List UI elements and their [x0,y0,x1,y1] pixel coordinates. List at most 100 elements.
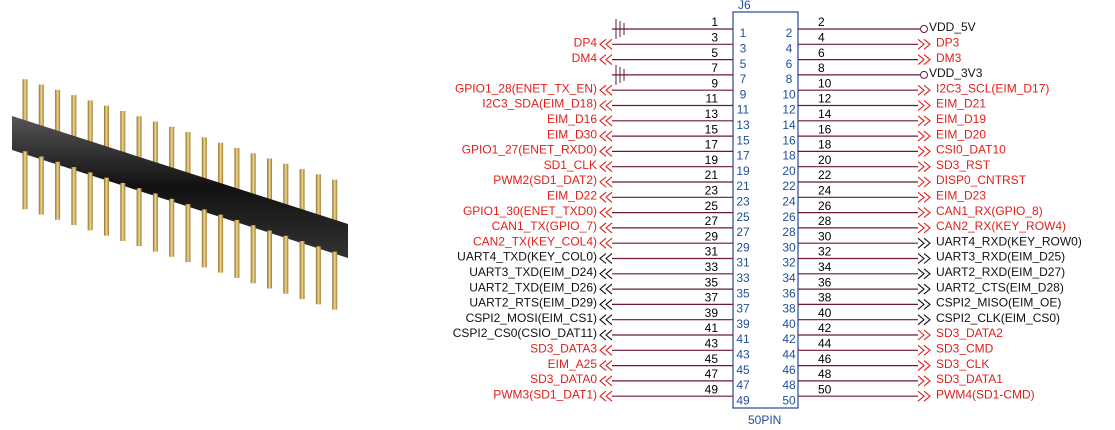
wire-pin-number: 2 [818,15,825,29]
inner-pin-number: 2 [786,26,793,40]
wire-pin-number: 37 [705,291,719,305]
pin-lower [169,199,174,257]
pin-lower [23,151,28,209]
pin-lower [55,162,60,220]
signal-label: DM4 [572,51,598,65]
port-arrow [606,269,612,279]
signal-label: SD3_DATA3 [530,341,597,355]
wire-pin-number: 45 [705,352,719,366]
inner-pin-number: 8 [786,72,793,86]
signal-label: GPIO1_27(ENET_RXD0) [462,143,597,157]
inner-pin-number: 10 [782,87,796,101]
inner-pin-number: 50 [782,393,796,407]
inner-pin-number: 48 [782,378,796,392]
port-arrow [924,85,930,95]
port-arrow [924,116,930,126]
port-arrow [606,376,612,386]
port-arrow [600,116,606,126]
port-arrow [606,299,612,309]
signal-label: UART3_TXD(EIM_D24) [469,265,597,279]
port-arrow [924,192,930,202]
pin-rows: 1133DP455DM47799GPIO1_28(ENET_TX_EN)1111… [453,15,1082,407]
wire-pin-number: 27 [705,214,719,228]
port-arrow [600,284,606,294]
port-arrow [606,192,612,202]
port-arrow [600,299,606,309]
wire-pin-number: 10 [818,76,832,90]
port-arrow [600,101,606,111]
power-symbol [921,26,928,33]
port-arrow [918,238,924,248]
port-arrow [600,376,606,386]
wire-pin-number: 22 [818,168,832,182]
port-arrow [918,330,924,340]
port-arrow [918,85,924,95]
wire-pin-number: 44 [818,336,832,350]
wire-pin-number: 16 [818,122,832,136]
port-arrow [924,223,930,233]
port-arrow [600,208,606,218]
port-arrow [606,238,612,248]
signal-label: UART4_RXD(KEY_ROW0) [936,234,1082,248]
inner-pin-number: 16 [782,133,796,147]
port-arrow [924,162,930,172]
signal-label: UART2_CTS(EIM_D28) [936,280,1064,294]
wire-pin-number: 8 [818,61,825,75]
port-arrow [924,361,930,371]
inner-pin-number: 32 [782,256,796,270]
inner-pin-number: 11 [737,103,750,117]
port-arrow [600,85,606,95]
inner-pin-number: 3 [740,41,747,55]
wire-pin-number: 32 [818,245,832,259]
signal-label: PWM3(SD1_DAT1) [493,387,597,401]
wire-pin-number: 43 [705,336,719,350]
port-arrow [600,330,606,340]
port-arrow [606,131,612,141]
port-arrow [600,391,606,401]
wire-pin-number: 48 [818,367,832,381]
port-arrow [606,177,612,187]
signal-label: DP4 [574,35,598,49]
inner-pin-number: 39 [736,317,750,331]
port-arrow [918,284,924,294]
port-arrow [600,315,606,325]
signal-label: I2C3_SCL(EIM_D17) [936,81,1049,95]
port-arrow [924,284,930,294]
wire-pin-number: 9 [711,76,718,90]
signal-label: EIM_D23 [936,188,986,202]
port-arrow [606,391,612,401]
signal-label: EIM_D30 [547,127,597,141]
port-arrow [606,85,612,95]
inner-pin-number: 18 [782,149,796,163]
inner-pin-number: 27 [736,225,750,239]
wire-pin-number: 28 [818,214,832,228]
wire-pin-number: 38 [818,291,832,305]
inner-pin-number: 13 [736,118,750,132]
port-arrow [924,376,930,386]
port-arrow [924,146,930,156]
signal-label: EIM_D20 [936,127,986,141]
port-arrow [924,55,930,65]
inner-pin-number: 44 [782,347,796,361]
wire-pin-number: 34 [818,260,832,274]
port-arrow [600,223,606,233]
port-arrow [600,192,606,202]
port-arrow [918,361,924,371]
inner-pin-number: 19 [736,164,750,178]
port-arrow [918,177,924,187]
wire-pin-number: 7 [711,61,718,75]
inner-pin-number: 21 [736,179,750,193]
inner-pin-number: 43 [736,347,750,361]
inner-pin-number: 17 [736,149,750,163]
pin-lower [202,209,207,267]
signal-label: I2C3_SDA(EIM_D18) [482,97,597,111]
connector-package: 50PIN [748,413,781,427]
pin-lower [283,236,288,294]
port-arrow [606,101,612,111]
signal-label: PWM4(SD1-CMD) [936,387,1035,401]
port-arrow [918,345,924,355]
wire-pin-number: 18 [818,138,832,152]
port-arrow [918,376,924,386]
pin-lower [332,252,337,310]
signal-label: SD3_DATA2 [936,326,1003,340]
